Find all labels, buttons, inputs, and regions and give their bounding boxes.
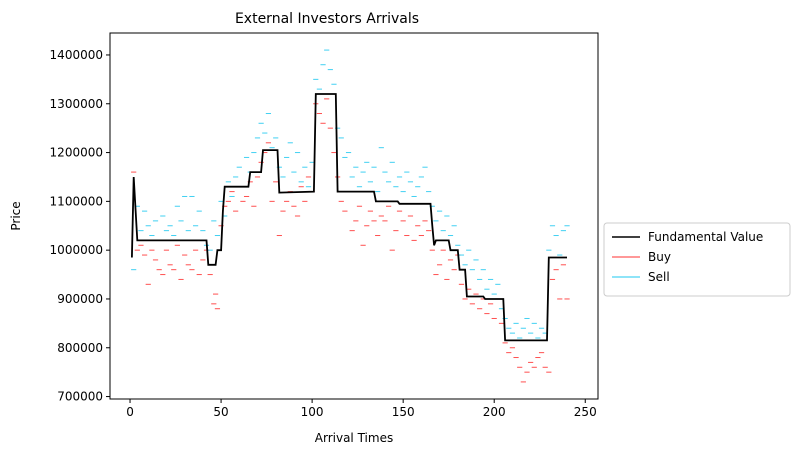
x-tick-label-150: 150 <box>392 405 415 419</box>
y-tick-label-1200000: 1200000 <box>50 146 103 160</box>
legend-label-buy: Buy <box>648 250 671 264</box>
x-axis-label: Arrival Times <box>315 431 393 445</box>
legend-label-fundamental: Fundamental Value <box>648 230 763 244</box>
fundamental-value-line <box>131 93 567 342</box>
x-tick-label-50: 50 <box>213 405 228 419</box>
legend-label-sell: Sell <box>648 270 670 284</box>
chart-marks <box>131 49 570 383</box>
chart-title: External Investors Arrivals <box>235 11 419 27</box>
y-tick-label-1300000: 1300000 <box>50 97 103 111</box>
y-tick-label-800000: 800000 <box>57 341 103 355</box>
x-tick-label-0: 0 <box>126 405 134 419</box>
legend: Fundamental Value Buy Sell <box>603 222 791 297</box>
y-tick-label-900000: 900000 <box>57 292 103 306</box>
y-tick-label-700000: 700000 <box>57 390 103 404</box>
y-tick-label-1000000: 1000000 <box>50 243 103 257</box>
y-axis-label: Price <box>9 201 23 230</box>
x-tick-label-250: 250 <box>574 405 597 419</box>
y-tick-label-1400000: 1400000 <box>50 48 103 62</box>
x-axis: 0 50 100 150 200 250 <box>126 399 597 419</box>
y-tick-label-1100000: 1100000 <box>50 194 103 208</box>
plot-frame <box>109 32 599 400</box>
legend-box <box>603 222 791 297</box>
x-tick-label-200: 200 <box>483 405 506 419</box>
fundamental-value-layer <box>131 93 567 342</box>
x-tick-label-100: 100 <box>301 405 324 419</box>
y-axis: 700000 800000 900000 1000000 1100000 1200000 1… <box>50 48 110 404</box>
